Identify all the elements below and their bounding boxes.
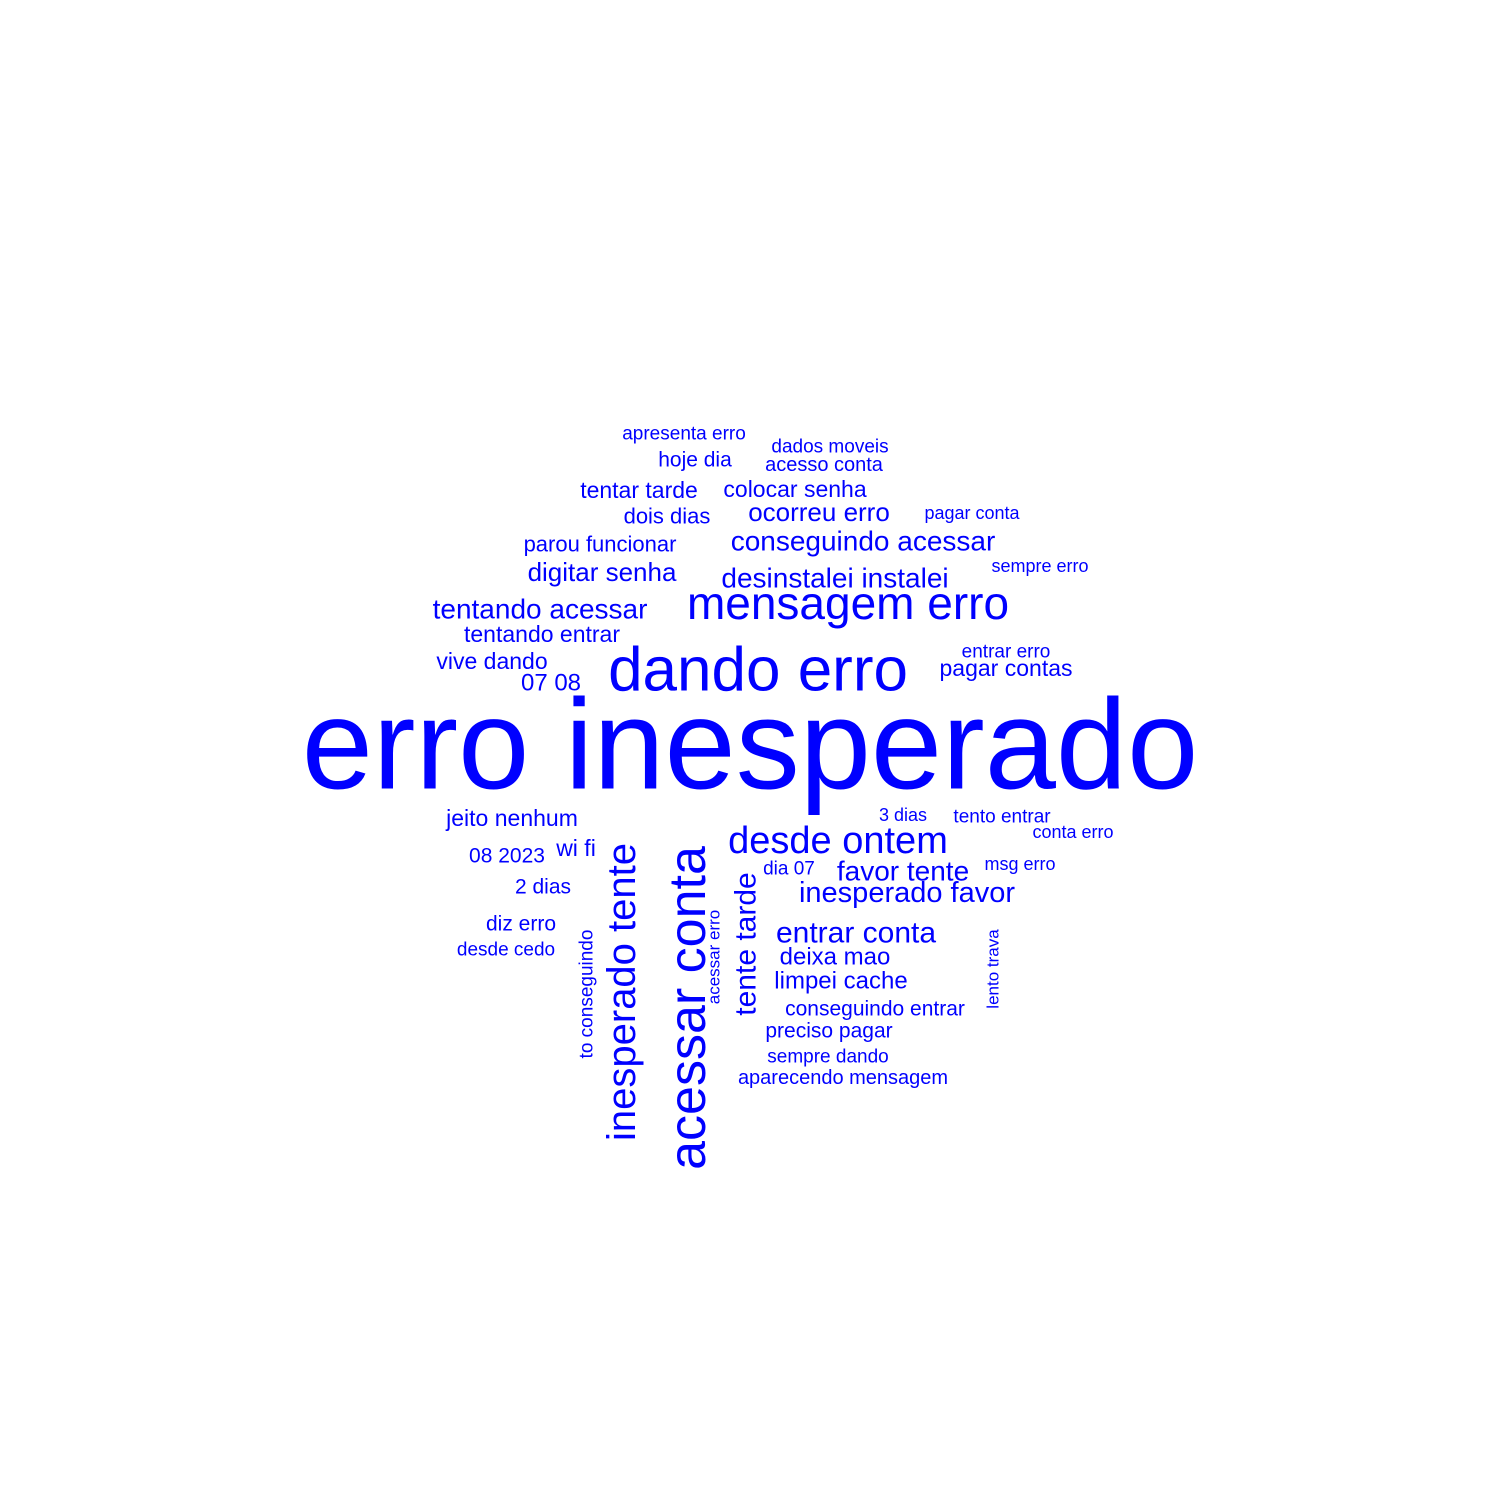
word-conseguindo-entrar: conseguindo entrar xyxy=(785,998,965,1021)
word-acessar-erro: acessar erro xyxy=(705,910,724,1004)
word-lento-trava: lento trava xyxy=(984,929,1003,1009)
word-acesso-conta: acesso conta xyxy=(765,454,884,476)
word-tentando-entrar: tentando entrar xyxy=(464,621,620,647)
word-erro-inesperado: erro inesperado xyxy=(302,674,1199,817)
word-deixa-mao: deixa mao xyxy=(780,944,891,971)
word-tente-tarde: tente tarde xyxy=(730,872,763,1015)
word-desde-ontem: desde ontem xyxy=(728,820,948,862)
word-dia-07: dia 07 xyxy=(763,859,815,880)
word-desinstalei-instalei: desinstalei instalei xyxy=(721,563,948,594)
word-pagar-contas: pagar contas xyxy=(940,655,1073,681)
word-acessar-conta: acessar conta xyxy=(659,846,717,1170)
word-msg-erro: msg erro xyxy=(984,854,1055,874)
word-apresenta-erro: apresenta erro xyxy=(622,424,746,445)
word-2-dias: 2 dias xyxy=(515,876,571,899)
word-dois-dias: dois dias xyxy=(624,504,711,529)
word-tentar-tarde: tentar tarde xyxy=(580,477,698,503)
word-parou-funcionar: parou funcionar xyxy=(524,532,677,557)
word-inesperado-tente: inesperado tente xyxy=(600,843,644,1141)
word-vive-dando: vive dando xyxy=(436,648,547,674)
word-to-conseguindo: to conseguindo xyxy=(577,930,598,1059)
word-dando-erro: dando erro xyxy=(608,636,908,705)
word-limpei-cache: limpei cache xyxy=(774,968,907,995)
word-colocar-senha: colocar senha xyxy=(723,476,866,502)
word-tentando-acessar: tentando acessar xyxy=(433,594,648,625)
word-sempre-erro: sempre erro xyxy=(991,556,1088,576)
word-favor-tente: favor tente xyxy=(837,856,969,887)
word-08-2023: 08 2023 xyxy=(469,845,545,868)
word-sempre-dando: sempre dando xyxy=(767,1047,888,1068)
word-desde-cedo: desde cedo xyxy=(457,940,555,961)
word-inesperado-favor: inesperado favor xyxy=(799,877,1015,909)
word-preciso-pagar: preciso pagar xyxy=(765,1020,892,1043)
word-conta-erro: conta erro xyxy=(1032,822,1113,842)
word-conseguindo-acessar: conseguindo acessar xyxy=(731,526,996,557)
word-digitar-senha: digitar senha xyxy=(528,557,677,587)
word-jeito-nenhum: jeito nenhum xyxy=(445,805,578,831)
word-pagar-conta: pagar conta xyxy=(924,503,1020,523)
word-wi-fi: wi fi xyxy=(555,835,596,861)
word-dados-moveis: dados moveis xyxy=(771,437,888,458)
word-entrar-conta: entrar conta xyxy=(776,917,936,950)
word-diz-erro: diz erro xyxy=(486,913,556,936)
word-aparecendo-mensagem: aparecendo mensagem xyxy=(738,1067,948,1089)
word-3-dias: 3 dias xyxy=(879,805,927,825)
word-tento-entrar: tento entrar xyxy=(953,807,1051,828)
word-hoje-dia: hoje dia xyxy=(658,449,732,472)
word-ocorreu-erro: ocorreu erro xyxy=(748,497,890,527)
word-mensagem-erro: mensagem erro xyxy=(687,577,1009,629)
word-entrar-erro: entrar erro xyxy=(962,642,1051,663)
word-07-08: 07 08 xyxy=(521,670,581,697)
